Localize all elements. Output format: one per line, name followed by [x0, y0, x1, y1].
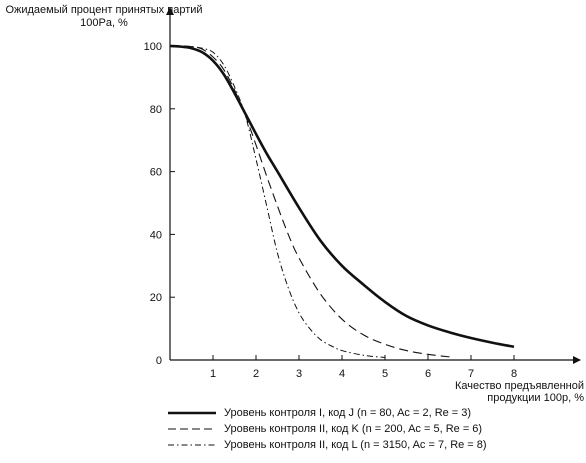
legend-swatch-solid: [168, 411, 216, 415]
legend-swatch-dashdot: [168, 444, 216, 446]
legend-item-k: Уровень контроля II, код K (n = 200, Ac …: [168, 421, 578, 437]
legend-label-l: Уровень контроля II, код L (n = 3150, Ac…: [224, 439, 487, 451]
x-tick-label: 7: [468, 368, 474, 380]
legend-label-j: Уровень контроля I, код J (n = 80, Ac = …: [224, 407, 472, 419]
x-tick-label: 3: [296, 368, 302, 380]
y-tick-label: 0: [156, 355, 162, 367]
y-tick-label: 80: [150, 104, 162, 116]
x-tick-label: 2: [253, 368, 259, 380]
y-tick-label: 60: [150, 167, 162, 179]
x-tick-label: 5: [382, 368, 388, 380]
legend-item-l: Уровень контроля II, код L (n = 3150, Ac…: [168, 437, 578, 453]
legend-item-j: Уровень контроля I, код J (n = 80, Ac = …: [168, 405, 578, 421]
y-tick-label: 20: [150, 292, 162, 304]
series-group: [169, 44, 515, 358]
legend: Уровень контроля I, код J (n = 80, Ac = …: [168, 405, 578, 453]
x-tick-label: 1: [210, 368, 216, 380]
legend-swatch-dashed: [168, 428, 216, 430]
x-tick-label: 8: [511, 368, 517, 380]
series-line-j: [169, 44, 515, 349]
y-axis-label: Ожидаемый процент принятых партий 100Pa,…: [5, 4, 203, 29]
y-tick-label: 40: [150, 229, 162, 241]
series-line-l: [169, 45, 386, 358]
y-tick-label: 100: [144, 41, 162, 53]
x-tick-label: 4: [339, 368, 345, 380]
series-line-k: [169, 45, 450, 358]
legend-label-k: Уровень контроля II, код K (n = 200, Ac …: [224, 423, 483, 435]
x-axis-label: Качество предъявленной продукции 100p, %: [454, 380, 584, 404]
x-tick-label: 6: [425, 368, 431, 380]
